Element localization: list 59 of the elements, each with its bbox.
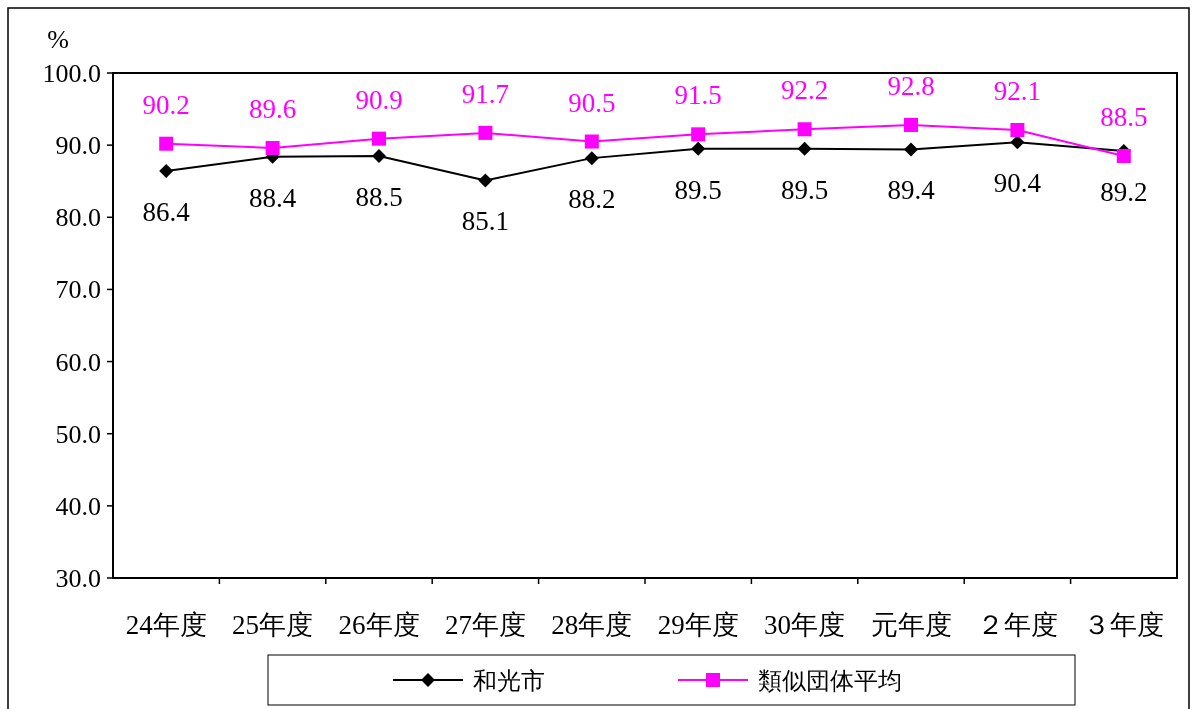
data-label: 90.9	[355, 84, 403, 115]
x-tick-label: 27年度	[444, 610, 526, 640]
x-tick-label: ３年度	[1083, 610, 1165, 640]
y-tick-label: 60.0	[55, 347, 101, 377]
point	[1010, 135, 1025, 150]
point	[478, 173, 493, 188]
data-label: 88.5	[355, 181, 403, 212]
y-tick-label: 30.0	[55, 564, 101, 593]
point	[372, 148, 386, 163]
data-label: 88.5	[1100, 101, 1148, 132]
data-label: 91.5	[674, 80, 722, 111]
data-label: 89.2	[1100, 176, 1148, 207]
point	[1116, 148, 1131, 163]
y-tick-label: 80.0	[55, 203, 101, 233]
legend-label: 類似団体平均	[758, 668, 902, 694]
x-tick-label: 25年度	[232, 610, 314, 640]
data-label: 89.5	[674, 174, 722, 205]
x-tick-label: 24年度	[125, 610, 207, 640]
data-label: 89.4	[887, 175, 936, 206]
legend-label: 和光市	[473, 668, 545, 694]
x-tick-label: 26年度	[338, 610, 420, 640]
y-tick-label: 40.0	[55, 491, 101, 521]
x-tick-label: 29年度	[657, 610, 739, 640]
x-tick-label: 元年度	[870, 610, 952, 640]
point	[372, 131, 386, 146]
y-tick-label: 70.0	[55, 275, 101, 305]
data-label: 88.2	[568, 184, 616, 215]
x-tick-label: 28年度	[551, 610, 633, 640]
x-tick-label: ２年度	[976, 610, 1058, 640]
data-label: 88.4	[248, 182, 297, 213]
data-label: 90.4	[993, 168, 1042, 199]
y-tick-label: 100.0	[42, 59, 101, 88]
point	[159, 136, 174, 151]
data-label: 89.6	[248, 94, 297, 125]
point	[904, 142, 918, 157]
y-axis-title: %	[47, 25, 69, 54]
data-label: 90.2	[142, 89, 190, 120]
data-label: 86.4	[142, 197, 191, 228]
data-label: 85.1	[461, 206, 510, 237]
point	[797, 122, 812, 137]
point	[584, 134, 599, 149]
data-label: 91.7	[461, 78, 510, 109]
data-label: 89.5	[780, 174, 829, 205]
data-label: 90.5	[568, 87, 616, 118]
point	[691, 141, 706, 156]
y-tick-label: 50.0	[55, 419, 101, 449]
point	[159, 164, 174, 179]
point	[691, 127, 706, 142]
point	[904, 117, 918, 132]
y-tick-label: 90.0	[55, 131, 101, 161]
x-tick-label: 30年度	[764, 610, 846, 640]
point	[265, 141, 280, 156]
data-label: 92.8	[887, 70, 935, 101]
data-label: 92.1	[993, 75, 1042, 106]
point	[1010, 122, 1025, 137]
point	[478, 125, 493, 140]
point	[584, 151, 599, 166]
point	[797, 141, 812, 156]
data-label: 92.2	[780, 75, 829, 106]
